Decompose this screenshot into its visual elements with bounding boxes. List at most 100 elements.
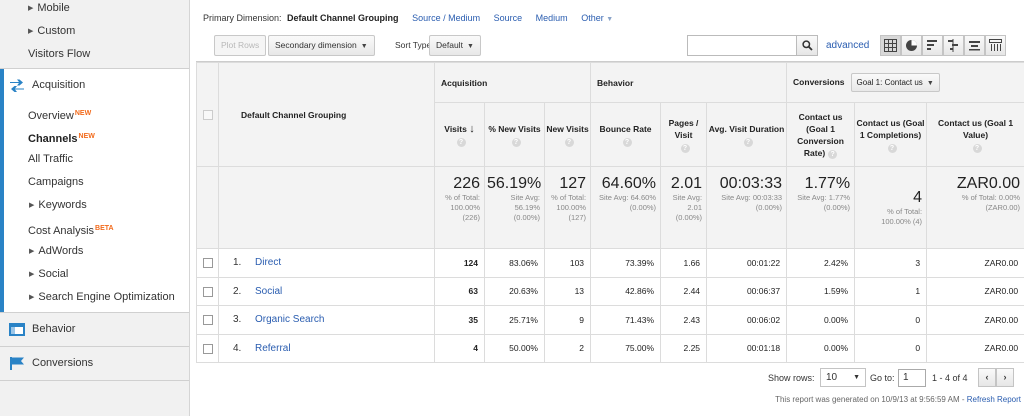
- total-avg-visit-duration: 00:03:33 Site Avg: 00:03:33 (0.00%): [706, 166, 788, 249]
- goto-page-input[interactable]: 1: [898, 369, 926, 387]
- view-table-button[interactable]: [880, 35, 901, 56]
- channel-link[interactable]: Social: [255, 285, 283, 297]
- secondary-dimension-dropdown[interactable]: Secondary dimension ▼: [268, 35, 375, 56]
- col-goal-value[interactable]: Contact us (Goal 1 Value)?: [926, 102, 1024, 167]
- total-bounce-rate: 64.60% Site Avg: 64.60% (0.00%): [590, 166, 662, 249]
- sidebar-item-social[interactable]: ▶ Social: [29, 268, 69, 280]
- sidebar-item-mobile[interactable]: ▶ Mobile: [28, 2, 70, 14]
- report-table: Default Channel Grouping Acquisition Beh…: [196, 61, 1024, 363]
- prev-page-button[interactable]: ‹: [978, 368, 996, 387]
- sidebar-item-custom[interactable]: ▶ Custom: [28, 25, 76, 37]
- row-metric-cell: 63: [434, 276, 485, 306]
- report-generated-note: This report was generated on 10/9/13 at …: [775, 395, 1021, 404]
- sidebar-acquisition-header[interactable]: Acquisition: [4, 69, 189, 102]
- channel-link[interactable]: Direct: [255, 257, 282, 269]
- col-new-visits[interactable]: New Visits?: [543, 102, 592, 167]
- select-all-cell: [196, 62, 219, 167]
- row-metric-cell: 42.86%: [590, 276, 662, 306]
- row-metric-cell: 75.00%: [590, 333, 662, 363]
- sidebar-item-keywords[interactable]: ▶ Keywords: [29, 199, 87, 211]
- row-metric-cell: 1.59%: [786, 276, 856, 306]
- channel-link[interactable]: Referral: [255, 342, 291, 354]
- col-pages-per-visit[interactable]: Pages / Visit?: [660, 102, 708, 167]
- sidebar-item-all-traffic[interactable]: All Traffic: [28, 153, 74, 165]
- help-icon[interactable]: ?: [456, 137, 466, 147]
- next-page-button[interactable]: ›: [996, 368, 1014, 387]
- row-select-cell: [196, 333, 219, 363]
- row-metric-cell: 1: [854, 276, 928, 306]
- row-checkbox[interactable]: [202, 258, 213, 269]
- group-conversions: Conversions Goal 1: Contact us ▼: [786, 62, 1024, 103]
- row-checkbox[interactable]: [202, 286, 213, 297]
- row-checkbox[interactable]: [202, 315, 213, 326]
- view-pivot-button[interactable]: [985, 35, 1006, 56]
- row-metric-cell: 00:01:18: [706, 333, 788, 363]
- totals-row: 226% of Total: 100.00% (226) 56.19% Site …: [196, 166, 1024, 249]
- show-rows-select[interactable]: 10 ▼: [820, 368, 866, 387]
- triangle-right-icon: ▶: [29, 294, 35, 301]
- sidebar-item-overview[interactable]: OverviewNEW: [28, 110, 92, 122]
- help-icon[interactable]: ?: [743, 137, 753, 147]
- row-metric-cell: 35: [434, 305, 485, 335]
- sidebar-item-visitors-flow[interactable]: Visitors Flow: [28, 48, 91, 60]
- dim-link-source[interactable]: Source: [493, 13, 523, 23]
- beta-badge: BETA: [95, 225, 114, 232]
- help-icon[interactable]: ?: [622, 137, 632, 147]
- search-button[interactable]: [796, 35, 818, 56]
- col-visits[interactable]: Visits ↓?: [434, 102, 485, 167]
- row-metric-cell: 2: [543, 333, 592, 363]
- view-term-cloud-button[interactable]: [964, 35, 985, 56]
- help-icon[interactable]: ?: [680, 143, 690, 153]
- sidebar-item-seo[interactable]: ▶ Search Engine Optimization: [29, 291, 175, 303]
- row-metric-cell: 00:06:37: [706, 276, 788, 306]
- row-checkbox[interactable]: [202, 343, 213, 354]
- primary-dimension-bar: Primary Dimension: Default Channel Group…: [203, 13, 614, 23]
- help-icon[interactable]: ?: [828, 149, 838, 159]
- dimension-header[interactable]: Default Channel Grouping: [218, 62, 435, 167]
- plot-rows-button[interactable]: Plot Rows: [214, 35, 267, 56]
- table-search-input[interactable]: [687, 35, 797, 56]
- row-metric-cell: 13: [543, 276, 592, 306]
- col-bounce-rate[interactable]: Bounce Rate?: [590, 102, 662, 167]
- table-toolbar: Plot Rows Secondary dimension ▼ Sort Type…: [207, 35, 1024, 57]
- view-pie-button[interactable]: [901, 35, 922, 56]
- row-metric-cell: ZAR0.00: [926, 305, 1024, 335]
- dim-link-source-medium[interactable]: Source / Medium: [412, 13, 481, 23]
- col-goal-conversion-rate[interactable]: Contact us (Goal 1 Conversion Rate)?: [786, 102, 856, 167]
- sort-type-dropdown[interactable]: Default ▼: [429, 35, 481, 56]
- view-comparison-button[interactable]: [943, 35, 964, 56]
- sidebar-item-cost-analysis[interactable]: Cost AnalysisBETA: [28, 225, 114, 237]
- sidebar-conversions-header[interactable]: Conversions: [0, 347, 189, 380]
- row-dimension-cell: 4. Referral: [218, 333, 435, 363]
- row-metric-cell: 50.00%: [484, 333, 545, 363]
- row-metric-cell: 25.71%: [484, 305, 545, 335]
- col-avg-visit-duration[interactable]: Avg. Visit Duration?: [706, 102, 788, 167]
- dim-link-medium[interactable]: Medium: [535, 13, 568, 23]
- goal-select-dropdown[interactable]: Goal 1: Contact us ▼: [850, 73, 940, 92]
- view-performance-button[interactable]: [922, 35, 943, 56]
- row-metric-cell: 0: [854, 305, 928, 335]
- refresh-report-link[interactable]: Refresh Report: [966, 395, 1021, 404]
- col-goal-completions[interactable]: Contact us (Goal 1 Completions)?: [854, 102, 928, 167]
- caret-down-icon: ▼: [853, 374, 860, 381]
- sidebar: ▶ Mobile ▶ Custom Visitors Flow Acquisitio…: [0, 0, 190, 416]
- table-row: 2. Social 63 20.63% 13 42.86% 2.44 00:06:37 1.59…: [196, 276, 1024, 306]
- help-icon[interactable]: ?: [511, 137, 521, 147]
- select-all-checkbox[interactable]: [202, 109, 213, 120]
- sidebar-item-channels[interactable]: ChannelsNEW: [28, 133, 95, 145]
- row-metric-cell: 20.63%: [484, 276, 545, 306]
- dim-link-other[interactable]: Other ▼: [581, 13, 614, 23]
- advanced-filter-link[interactable]: advanced: [826, 40, 870, 51]
- sidebar-behavior-header[interactable]: Behavior: [0, 313, 189, 346]
- sidebar-item-adwords[interactable]: ▶ AdWords: [29, 245, 84, 257]
- row-metric-cell: ZAR0.00: [926, 276, 1024, 306]
- new-badge: NEW: [74, 110, 92, 117]
- help-icon[interactable]: ?: [972, 143, 982, 153]
- sidebar-item-campaigns[interactable]: Campaigns: [28, 176, 84, 188]
- total-goal-completions: 4% of Total: 100.00% (4): [854, 166, 928, 249]
- help-icon[interactable]: ?: [564, 137, 574, 147]
- new-badge: NEW: [78, 133, 95, 140]
- col-pct-new-visits[interactable]: % New Visits?: [484, 102, 545, 167]
- help-icon[interactable]: ?: [887, 143, 897, 153]
- channel-link[interactable]: Organic Search: [255, 314, 325, 326]
